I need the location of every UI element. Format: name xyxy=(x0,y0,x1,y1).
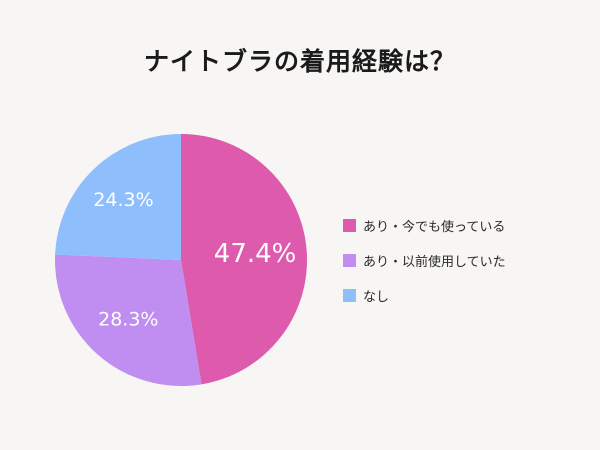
legend-label: あり・今でも使っている xyxy=(363,219,506,235)
legend-swatch xyxy=(343,218,356,232)
legend-item: なし xyxy=(343,286,506,305)
legend-label: なし xyxy=(363,289,390,305)
pie-slice xyxy=(55,254,202,386)
legend-label: あり・以前使用していた xyxy=(363,254,506,270)
legend: あり・今でも使っている あり・以前使用していた なし xyxy=(343,216,506,321)
slice-data-label: 24.3% xyxy=(93,189,153,211)
pie-slice xyxy=(181,134,307,385)
pie-slice xyxy=(55,134,181,260)
legend-item: あり・今でも使っている xyxy=(343,216,506,235)
legend-item: あり・以前使用していた xyxy=(343,251,506,270)
chart-title: ナイトブラの着用経験は？ xyxy=(143,47,456,76)
legend-swatch xyxy=(343,253,356,267)
slice-data-label: 28.3% xyxy=(98,308,158,330)
legend-swatch xyxy=(343,288,356,302)
slice-data-label: 47.4% xyxy=(214,239,297,269)
